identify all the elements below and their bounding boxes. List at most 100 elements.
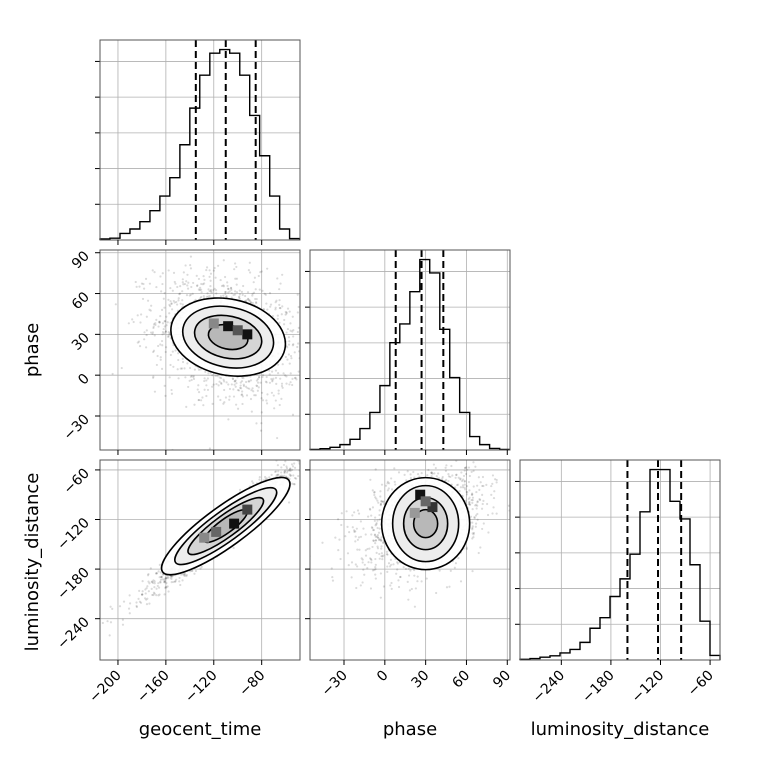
scatter-lumdist-phase-point xyxy=(359,520,362,523)
scatter-lumdist-geocent-point xyxy=(297,460,300,463)
scatter-phase-geocent-point xyxy=(152,323,156,326)
scatter-phase-geocent-point xyxy=(317,348,319,350)
scatter-phase-geocent-point xyxy=(219,278,222,282)
scatter-lumdist-phase-point xyxy=(412,470,415,474)
scatter-phase-geocent-point xyxy=(251,294,254,297)
scatter-lumdist-phase-point xyxy=(465,466,468,469)
scatter-lumdist-phase-point xyxy=(359,535,363,538)
scatter-phase-geocent-point xyxy=(187,281,190,284)
scatter-phase-geocent-point xyxy=(188,294,191,297)
scatter-lumdist-phase-point xyxy=(390,488,394,491)
scatter-lumdist-geocent-point xyxy=(148,582,151,585)
scatter-phase-geocent-point xyxy=(167,331,170,334)
scatter-phase-geocent-point xyxy=(222,378,225,381)
scatter-phase-geocent-point xyxy=(251,387,254,390)
scatter-phase-geocent-point xyxy=(291,330,294,333)
scatter-phase-geocent-point xyxy=(215,292,218,295)
scatter-lumdist-phase-point xyxy=(413,568,416,572)
scatter-lumdist-phase-point xyxy=(387,562,391,565)
scatter-lumdist-phase-point xyxy=(378,513,381,517)
scatter-lumdist-phase-point xyxy=(382,541,385,544)
scatter-lumdist-geocent-point xyxy=(152,591,156,594)
scatter-lumdist-phase-point xyxy=(481,502,484,506)
scatter-lumdist-phase-point xyxy=(399,575,402,579)
scatter-phase-geocent-point xyxy=(252,390,255,393)
scatter-phase-geocent-point xyxy=(201,283,205,286)
scatter-phase-geocent-point xyxy=(265,402,269,405)
scatter-phase-geocent-point xyxy=(127,322,130,325)
scatter-phase-geocent-point xyxy=(332,365,334,367)
scatter-lumdist-phase-point xyxy=(480,507,484,510)
scatter-phase-geocent-point xyxy=(278,299,281,302)
scatter-lumdist-phase-point xyxy=(363,563,366,566)
scatter-phase-geocent-point xyxy=(274,306,277,309)
scatter-lumdist-phase-point xyxy=(357,512,361,515)
scatter-phase-geocent-point xyxy=(151,269,154,272)
scatter-lumdist-geocent-point xyxy=(280,466,283,469)
scatter-lumdist-geocent-point xyxy=(341,428,343,430)
scatter-phase-geocent-point xyxy=(312,330,314,332)
scatter-lumdist-geocent-point xyxy=(154,572,158,575)
scatter-phase-geocent-point xyxy=(207,295,210,298)
scatter-phase-geocent-point xyxy=(223,275,227,279)
scatter-lumdist-geocent-point xyxy=(200,565,203,568)
scatter-lumdist-phase-point xyxy=(348,531,351,534)
scatter-lumdist-geocent-point xyxy=(282,463,286,467)
scatter-phase-geocent-point xyxy=(279,282,282,285)
scatter-phase-geocent-point xyxy=(249,397,253,401)
scatter-phase-geocent-point xyxy=(171,308,174,311)
scatter-lumdist-phase-point xyxy=(455,473,458,477)
scatter-phase-geocent-point xyxy=(270,370,274,373)
scatter-lumdist-phase-point xyxy=(472,485,475,488)
scatter-lumdist-geocent-point xyxy=(163,593,166,596)
scatter-lumdist-phase-point xyxy=(371,569,375,572)
scatter-lumdist-phase-point xyxy=(394,483,397,486)
scatter-phase-geocent-point xyxy=(209,290,212,293)
scatter-lumdist-phase-point xyxy=(468,501,471,504)
scatter-lumdist-geocent-point xyxy=(144,592,147,595)
scatter-lumdist-phase-point xyxy=(463,479,466,483)
scatter-lumdist-phase-point xyxy=(473,516,476,519)
scatter-phase-geocent-point xyxy=(265,302,268,305)
scatter-lumdist-phase-point xyxy=(366,547,369,551)
scatter-phase-geocent-point xyxy=(242,384,246,388)
scatter-phase-geocent-point xyxy=(138,285,141,288)
scatter-lumdist-geocent-xtick-label-3: −80 xyxy=(236,668,268,700)
scatter-phase-geocent-point xyxy=(208,289,211,293)
scatter-phase-geocent-point xyxy=(278,303,281,306)
histogram-phase-panel xyxy=(305,249,511,455)
scatter-luminosity-distance-vs-phase-panel: −30 0 30 60 90 xyxy=(305,454,514,700)
scatter-lumdist-geocent-point xyxy=(157,582,160,585)
scatter-phase-geocent-point xyxy=(274,301,277,304)
scatter-phase-geocent-point xyxy=(244,385,248,388)
scatter-phase-geocent-point xyxy=(151,331,155,334)
scatter-lumdist-phase-point xyxy=(396,568,399,571)
scatter-phase-geocent-point xyxy=(211,374,214,377)
scatter-lumdist-geocent-point xyxy=(147,573,150,576)
scatter-lumdist-phase-point xyxy=(374,535,377,538)
scatter-phase-geocent-point xyxy=(242,284,245,288)
scatter-phase-geocent-ytick-label-1: 0 xyxy=(75,371,93,389)
scatter-phase-geocent-point xyxy=(167,335,170,338)
scatter-phase-geocent-point xyxy=(235,382,238,385)
scatter-lumdist-geocent-point xyxy=(160,576,163,579)
scatter-lumdist-phase-point xyxy=(470,492,474,495)
scatter-lumdist-geocent-point xyxy=(319,445,321,447)
scatter-lumdist-geocent-point xyxy=(137,597,140,600)
hist-geocent-time-step-line xyxy=(99,48,301,240)
scatter-lumdist-phase-point xyxy=(494,454,496,456)
scatter-lumdist-geocent-point xyxy=(183,574,186,577)
scatter-phase-geocent-point xyxy=(194,298,197,301)
scatter-phase-geocent-point xyxy=(294,376,297,379)
scatter-phase-geocent-point xyxy=(200,291,203,294)
scatter-phase-geocent-point xyxy=(169,300,172,303)
scatter-lumdist-phase-point xyxy=(396,561,399,564)
scatter-lumdist-phase-point xyxy=(380,547,383,550)
scatter-lumdist-geocent-point xyxy=(169,576,172,579)
scatter-lumdist-geocent-point xyxy=(289,474,292,477)
histogram-luminosity-distance-panel: −240 −180 −120 −60 xyxy=(515,459,721,706)
scatter-phase-geocent-point xyxy=(188,379,191,382)
scatter-phase-geocent-point xyxy=(222,259,225,262)
hist-geocent-time-frame xyxy=(99,39,301,241)
scatter-phase-geocent-ytick-label-2: 30 xyxy=(69,330,93,354)
